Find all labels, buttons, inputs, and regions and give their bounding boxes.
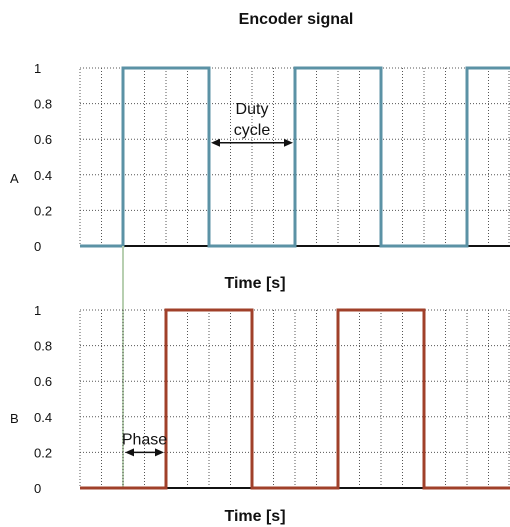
arrow-left-icon (211, 138, 220, 147)
y-tick-label: 0.8 (34, 339, 52, 354)
annotation-B (125, 448, 164, 457)
plot-frame (79, 67, 510, 247)
y-tick-label: 0.6 (34, 374, 52, 389)
y-tick-label: 1 (34, 61, 41, 76)
y-tick-label: 0 (34, 239, 41, 254)
arrow-right-icon (155, 448, 164, 457)
row-label-B: B (10, 411, 19, 426)
annotation-label: cycle (234, 122, 271, 139)
arrow-left-icon (125, 448, 134, 457)
arrow-right-icon (284, 138, 293, 147)
annotation-label: Phase (122, 431, 167, 448)
y-tick-label: 0.4 (34, 168, 52, 183)
row-label-A: A (10, 171, 19, 186)
annotation-label: Duty (236, 101, 269, 118)
signal-trace-A (80, 66, 510, 248)
chart-panels: 0 0.2 0.4 0.6 0.8 1 A Time [s] Duty cycle 0 0.2 0.4 0… (10, 61, 510, 525)
y-tick-label: 0.8 (34, 97, 52, 112)
y-tick-label: 0.2 (34, 203, 52, 218)
x-axis-title: Time [s] (224, 275, 285, 292)
chart-panel-B (79, 308, 510, 490)
y-tick-label: 0.4 (34, 410, 52, 425)
chart-panel-A (79, 66, 510, 248)
annotation-A (211, 138, 293, 147)
signal-trace-B (80, 308, 510, 490)
y-tick-label: 0 (34, 481, 41, 496)
plot-frame (79, 309, 510, 489)
x-axis-title: Time [s] (224, 508, 285, 525)
y-tick-label: 1 (34, 303, 41, 318)
chart-title: Encoder signal (239, 11, 354, 28)
y-tick-label: 0.2 (34, 445, 52, 460)
y-tick-label: 0.6 (34, 132, 52, 147)
